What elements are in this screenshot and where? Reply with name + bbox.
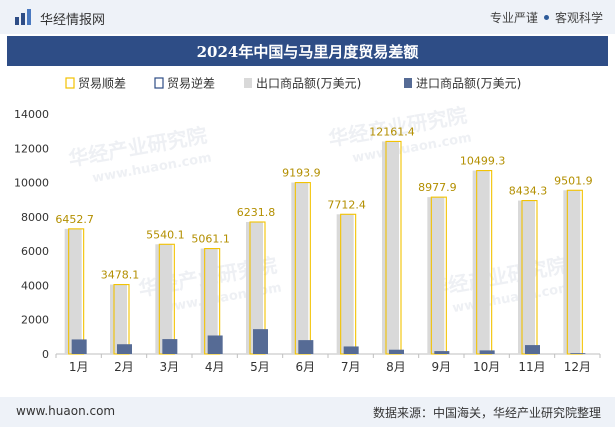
y-tick-label-6000: 6000 [21, 245, 49, 258]
import-bar-1 [71, 339, 87, 354]
watermark-layer: 华经产业研究院www.huaon.com华经产业研究院www.huaon.com… [67, 103, 573, 316]
surplus-data-label-1: 6452.7 [55, 213, 94, 226]
bullet-dot-icon [543, 15, 549, 20]
import-bar-9 [434, 351, 450, 354]
surplus-data-label-11: 8434.3 [509, 185, 548, 198]
legend-swatch-2 [244, 78, 252, 88]
x-tick-label-9: 9月 [432, 360, 452, 374]
export-bar-3 [155, 244, 173, 354]
bar-series: 6452.7 3478.1 5540.1 5061.1 6231.8 9193.9 7712… [55, 125, 593, 355]
surplus-data-label-3: 5540.1 [146, 228, 185, 241]
surplus-data-label-12: 9501.9 [554, 174, 593, 187]
x-tick-label-8: 8月 [386, 360, 406, 374]
x-tick-label-10: 10月 [473, 360, 500, 374]
surplus-data-label-8: 12161.4 [369, 125, 415, 138]
surplus-data-label-10: 10499.3 [460, 155, 506, 168]
import-bar-7 [343, 346, 359, 354]
import-bar-5 [253, 329, 268, 354]
legend-swatch-3 [404, 78, 412, 88]
y-tick-label-12000: 12000 [14, 142, 49, 155]
import-bar-3 [162, 339, 178, 354]
export-bar-8 [382, 141, 399, 354]
title-bar: 2024年中国与马里月度贸易差额 [7, 36, 608, 66]
x-tick-label-3: 3月 [160, 360, 180, 374]
y-tick-label-14000: 14000 [14, 108, 49, 121]
export-bar-6 [291, 182, 309, 354]
import-bar-2 [117, 344, 132, 354]
export-bar-7 [336, 214, 354, 354]
y-tick-label-2000: 2000 [21, 314, 49, 327]
export-bar-11 [518, 200, 535, 354]
import-bar-12 [570, 353, 586, 354]
x-tick-label-12: 12月 [564, 360, 591, 374]
surplus-data-label-9: 8977.9 [418, 181, 457, 194]
export-bar-2 [110, 284, 127, 354]
bottom-bar: www.huaon.com 数据来源：中国海关，华经产业研究院整理 [0, 397, 615, 427]
y-tick-label-10000: 10000 [14, 177, 49, 190]
legend-label-3: 进口商品额(万美元) [416, 76, 521, 91]
legend-label-1: 贸易逆差 [167, 76, 215, 91]
x-tick-label-4: 4月 [205, 360, 225, 374]
x-tick-label-1: 1月 [69, 360, 89, 374]
y-tick-label-0: 0 [42, 348, 49, 361]
x-tick-label-5: 5月 [250, 360, 270, 374]
import-bar-11 [525, 345, 540, 354]
import-bar-6 [298, 340, 314, 354]
export-bar-12 [563, 190, 581, 354]
top-bar: 华经情报网 专业严谨 客观科学 [0, 0, 615, 34]
export-bar-1 [64, 228, 82, 354]
chart-title: 2024年中国与马里月度贸易差额 [196, 43, 419, 61]
surplus-data-label-2: 3478.1 [101, 269, 140, 282]
y-tick-label-8000: 8000 [21, 211, 49, 224]
import-bar-4 [207, 335, 223, 354]
x-axis: 1月 2月 3月 4月 5月 6月 7月 8月 9月 10月 11月 12月 [55, 354, 601, 374]
chart-legend: 贸易顺差 贸易逆差 出口商品额(万美元) 进口商品额(万美元) [65, 76, 521, 91]
slogan-left: 专业严谨 [489, 11, 538, 25]
footer-source: 数据来源：中国海关，华经产业研究院整理 [372, 406, 601, 420]
legend-label-0: 贸易顺差 [78, 77, 126, 91]
x-tick-label-7: 7月 [341, 360, 361, 374]
export-bar-10 [472, 170, 490, 354]
x-tick-label-2: 2月 [114, 360, 134, 374]
legend-label-2: 出口商品额(万美元) [256, 76, 361, 91]
trade-balance-chart: 华经产业研究院www.huaon.com华经产业研究院www.huaon.com… [14, 76, 601, 374]
x-tick-label-11: 11月 [518, 360, 545, 374]
y-tick-label-4000: 4000 [21, 279, 49, 292]
surplus-data-label-5: 6231.8 [237, 206, 276, 219]
import-bar-10 [479, 350, 495, 354]
x-tick-label-6: 6月 [296, 360, 316, 374]
surplus-data-label-7: 7712.4 [327, 198, 366, 211]
legend-swatch-0 [65, 77, 75, 89]
legend-swatch-1 [154, 77, 164, 89]
huajing-logo-icon [15, 9, 31, 25]
surplus-data-label-6: 9193.9 [282, 167, 321, 180]
slogan-right: 客观科学 [554, 11, 603, 25]
export-bar-9 [427, 197, 445, 354]
import-bar-8 [389, 349, 404, 354]
footer-url: www.huaon.com [16, 404, 116, 418]
site-name: 华经情报网 [40, 13, 106, 28]
surplus-data-label-4: 5061.1 [191, 233, 230, 246]
slogan: 专业严谨 客观科学 [490, 9, 603, 26]
